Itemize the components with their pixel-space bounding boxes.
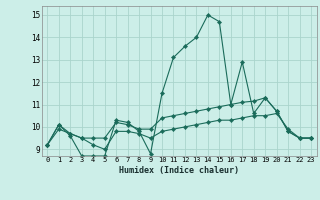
- X-axis label: Humidex (Indice chaleur): Humidex (Indice chaleur): [119, 166, 239, 175]
